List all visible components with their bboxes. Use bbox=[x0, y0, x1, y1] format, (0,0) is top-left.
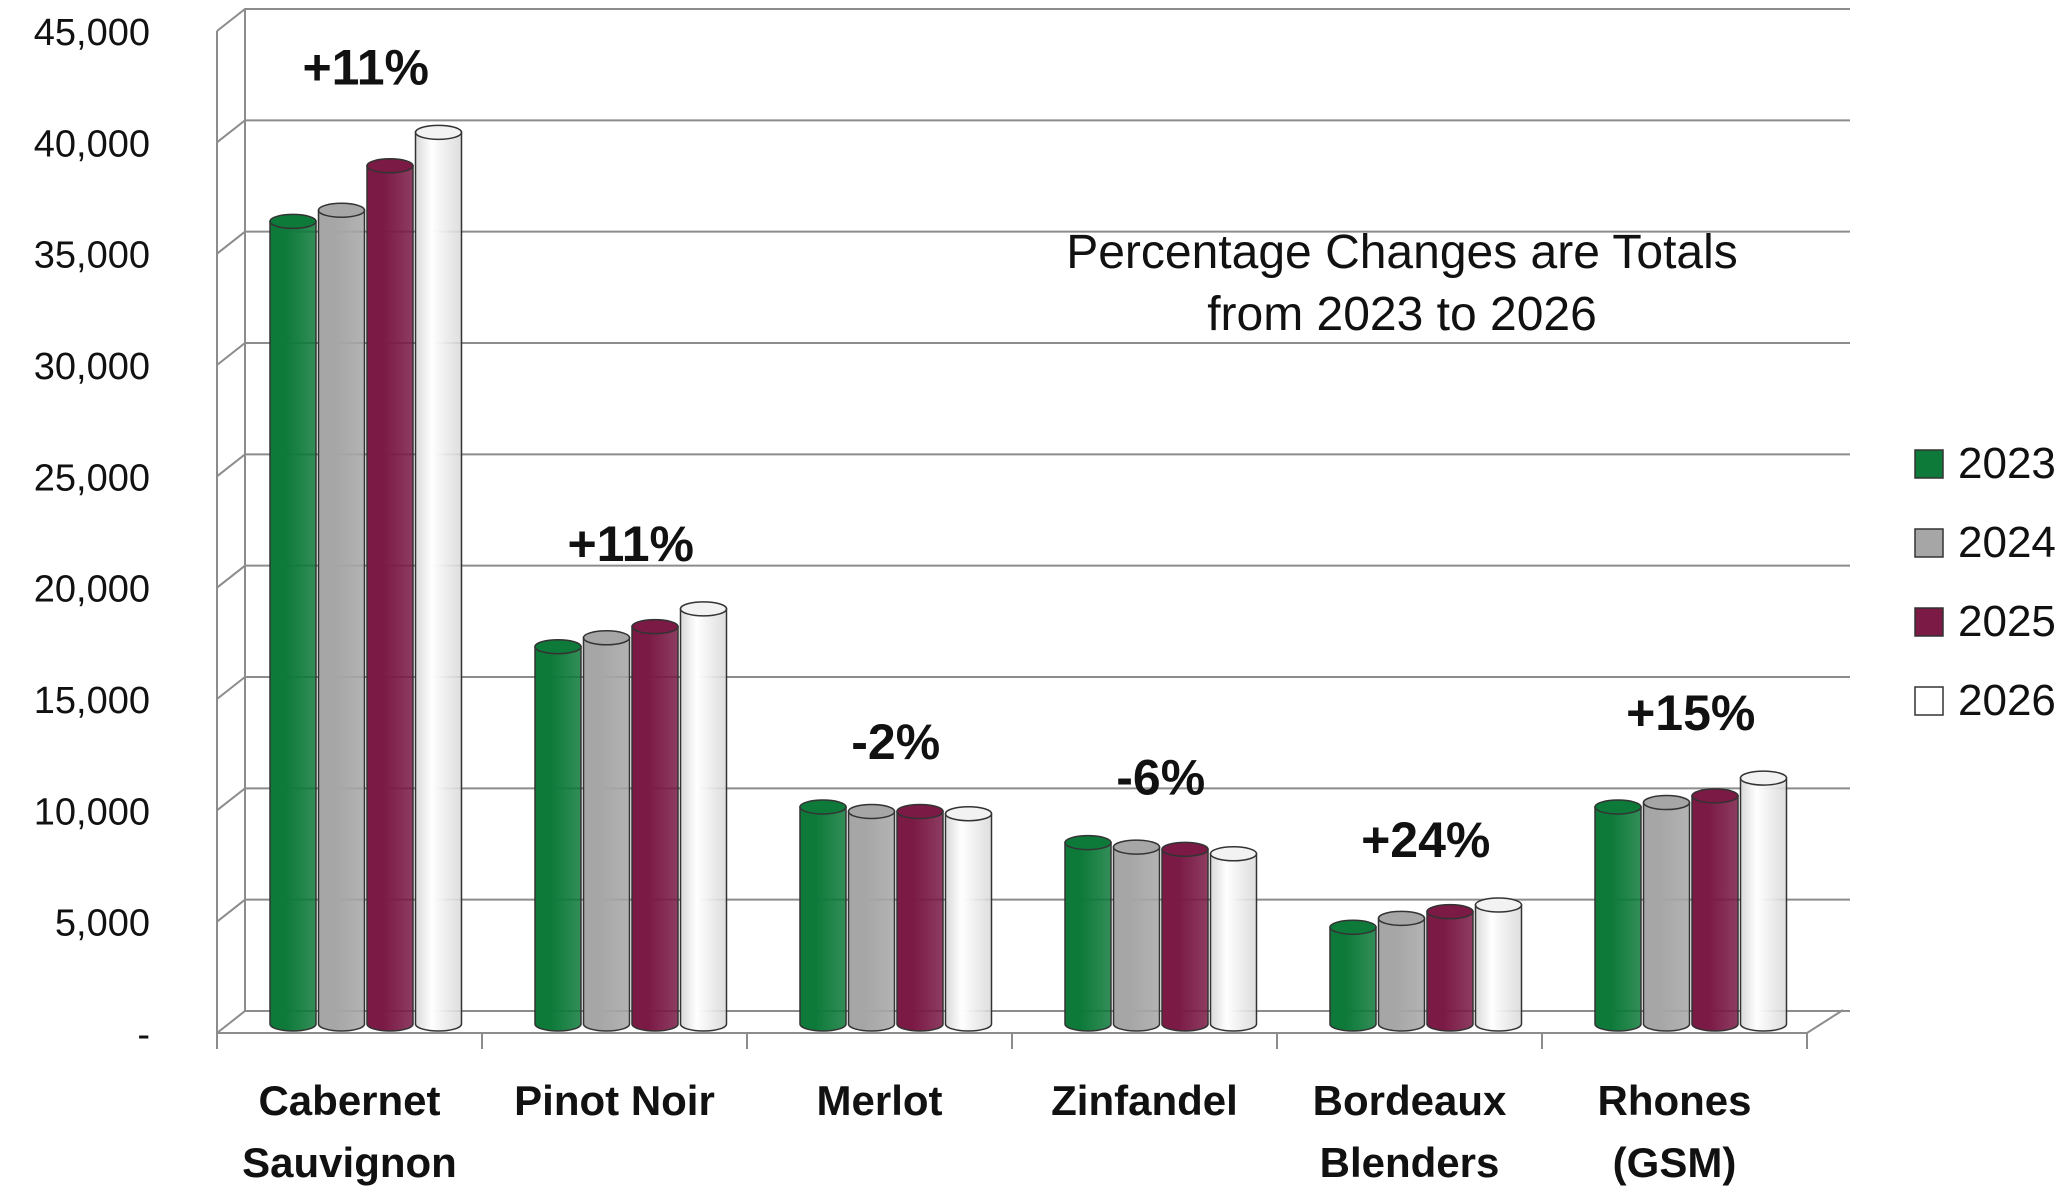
cylinder-top bbox=[631, 618, 679, 635]
cylinder-top bbox=[1209, 846, 1258, 862]
x-tick-label: Cabernet Sauvignon bbox=[242, 1077, 457, 1186]
y-tick-label: 10,000 bbox=[34, 791, 150, 833]
cylinder bbox=[414, 131, 463, 1032]
cylinder bbox=[1329, 926, 1377, 1032]
cylinder-top bbox=[1642, 794, 1691, 811]
cylinder bbox=[799, 806, 847, 1032]
annotation: +11% bbox=[567, 516, 694, 572]
cylinder bbox=[1594, 806, 1642, 1032]
cylinder-top bbox=[1691, 788, 1739, 804]
x-tick-label: Pinot Noir bbox=[514, 1077, 715, 1124]
cylinder-top bbox=[366, 157, 414, 174]
x-tick-label: Merlot bbox=[816, 1077, 943, 1124]
cylinder bbox=[1112, 846, 1161, 1032]
note: Percentage Changes are Totals from 2023 … bbox=[1066, 226, 1738, 341]
x-tick-label: Zinfandel bbox=[1051, 1077, 1238, 1124]
cylinder bbox=[679, 608, 728, 1032]
cylinder bbox=[534, 645, 582, 1032]
cylinder bbox=[1426, 910, 1474, 1032]
cylinder-top bbox=[679, 601, 728, 617]
y-tick-label: 45,000 bbox=[34, 12, 150, 54]
cylinder bbox=[269, 220, 317, 1032]
cylinder-top bbox=[1474, 897, 1523, 913]
cylinder bbox=[944, 812, 993, 1032]
legend-swatch bbox=[1914, 449, 1944, 479]
y-tick-label: 35,000 bbox=[34, 235, 150, 277]
cylinder-top bbox=[1594, 799, 1642, 815]
cylinder bbox=[631, 625, 679, 1032]
annotation: -6% bbox=[1116, 750, 1205, 806]
cylinder-top bbox=[944, 805, 993, 822]
cylinder bbox=[366, 164, 414, 1032]
y-tick-label: - bbox=[137, 1014, 150, 1056]
legend-label: 2024 bbox=[1958, 518, 2056, 567]
legend-label: 2023 bbox=[1958, 439, 2056, 488]
cylinder-top bbox=[1161, 841, 1209, 858]
cylinder-top bbox=[1739, 770, 1788, 786]
cylinder-top bbox=[269, 213, 317, 230]
annotation: +11% bbox=[302, 39, 429, 95]
cylinder bbox=[317, 209, 366, 1032]
y-tick-label: 5,000 bbox=[55, 903, 150, 945]
cylinder-top bbox=[1329, 919, 1377, 936]
x-tick-label: Rhones (GSM) bbox=[1597, 1077, 1752, 1186]
legend-label: 2026 bbox=[1958, 676, 2056, 725]
cylinder-top bbox=[534, 638, 582, 655]
cylinder-top bbox=[414, 124, 463, 141]
cylinder bbox=[1064, 841, 1112, 1032]
annotation: +15% bbox=[1626, 685, 1755, 741]
x-tick-label: Bordeaux Blenders bbox=[1312, 1077, 1507, 1186]
cylinder-top bbox=[896, 803, 944, 820]
cylinder bbox=[1209, 853, 1258, 1032]
cylinder-top bbox=[582, 630, 631, 646]
grid-line bbox=[216, 8, 1850, 32]
cylinder-top bbox=[1426, 903, 1474, 920]
cylinder bbox=[1161, 848, 1209, 1032]
cylinder-top bbox=[799, 799, 847, 815]
y-tick-label: 20,000 bbox=[34, 569, 150, 611]
cylinder bbox=[1474, 904, 1523, 1032]
cylinder-top bbox=[317, 202, 366, 219]
cylinder bbox=[582, 637, 631, 1032]
cylinder bbox=[1739, 777, 1788, 1032]
annotation: -2% bbox=[851, 714, 940, 770]
cylinder bbox=[896, 810, 944, 1032]
legend-label: 2025 bbox=[1958, 597, 2056, 646]
legend-swatch bbox=[1914, 686, 1944, 716]
cylinder-top bbox=[847, 803, 896, 820]
y-tick-label: 25,000 bbox=[34, 457, 150, 499]
annotation: +24% bbox=[1361, 812, 1490, 868]
cylinder bbox=[1642, 801, 1691, 1032]
cylinder-top bbox=[1377, 910, 1426, 927]
legend-swatch bbox=[1914, 607, 1944, 637]
y-tick-label: 40,000 bbox=[34, 123, 150, 165]
cylinder bbox=[1691, 795, 1739, 1032]
cylinder-top bbox=[1064, 834, 1112, 851]
cylinder bbox=[847, 810, 896, 1032]
y-tick-label: 15,000 bbox=[34, 680, 150, 722]
y-tick-label: 30,000 bbox=[34, 346, 150, 388]
legend-swatch bbox=[1914, 528, 1944, 558]
cylinder bbox=[1377, 917, 1426, 1032]
cylinder-top bbox=[1112, 839, 1161, 855]
